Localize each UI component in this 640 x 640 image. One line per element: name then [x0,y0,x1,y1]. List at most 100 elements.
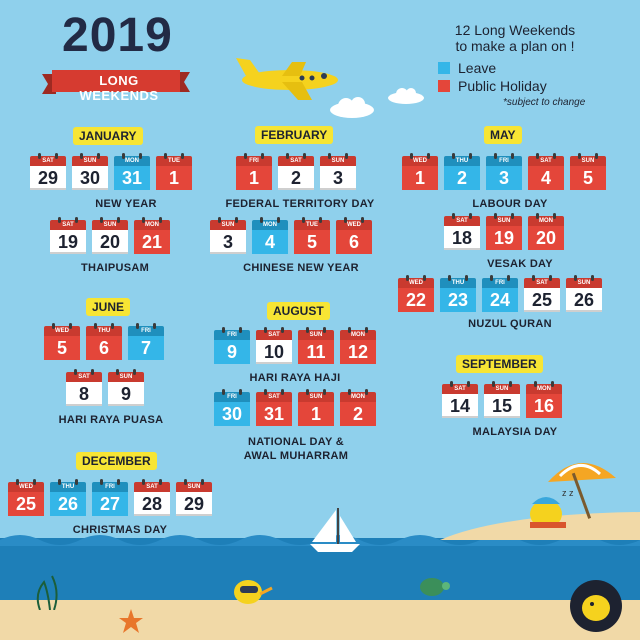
calendar-group-labour: WED 1 THU 2 FRI 3 SAT 4 SUN 5 [402,153,612,192]
calendar-group-national-day: FRI 30 SAT 31 SUN 1 MON 2 [214,389,382,428]
calendar-weekday: SUN [320,156,356,166]
calendar-weekday: SUN [176,482,212,492]
calendar-ring [97,153,100,159]
calendar-date: 30 [72,166,108,190]
calendar-day: THU 6 [86,323,122,360]
calendar-day: SUN 1 [298,389,334,426]
calendar-group-hari-raya-haji: FRI 9 SAT 10 SUN 11 MON 12 [214,327,382,366]
info-box: 12 Long Weekends to make a plan on ! [410,22,620,54]
calendar-weekday: SUN [210,220,246,230]
calendar-day: FRI 1 [236,153,272,190]
calendar-weekday: FRI [486,156,522,166]
info-line-2: to make a plan on ! [455,38,575,54]
calendar-day: SAT 2 [278,153,314,190]
calendar-ring [365,327,368,333]
calendar-date: 24 [482,288,518,312]
sand [0,600,640,640]
calendar-ring [239,327,242,333]
calendar-ring [303,153,306,159]
airplane-icon [236,58,338,100]
note: *subject to change [503,97,586,108]
calendar-ring [222,389,225,395]
holiday-thaipusam: THAIPUSAM [80,262,150,274]
calendar-ring [536,153,539,159]
calendar-weekday: THU [444,156,480,166]
calendar-weekday: SUN [484,384,520,394]
month-december: DECEMBER [76,452,157,470]
holiday-awal-muharram: AWAL MUHARRAM [243,450,349,462]
calendar-date: 9 [108,382,144,406]
calendar-day: FRI 24 [482,275,518,312]
calendar-group-christmas: WED 25 THU 26 FRI 27 SAT 28 SUN 29 [8,479,218,518]
ribbon-banner [42,70,190,94]
calendar-ring [492,381,495,387]
calendar-ring [281,327,284,333]
calendar-day: WED 22 [398,275,434,312]
holiday-new-year: NEW YEAR [95,198,157,210]
calendar-weekday: SUN [92,220,128,230]
calendar-ring [469,153,472,159]
calendar-ring [52,323,55,329]
calendar-ring [348,389,351,395]
month-september: SEPTEMBER [456,355,543,373]
calendar-ring [345,153,348,159]
calendar-weekday: SAT [528,156,564,166]
calendar-weekday: WED [44,326,80,336]
calendar-ring [74,369,77,375]
calendar-weekday: FRI [482,278,518,288]
calendar-date: 4 [252,230,288,254]
page-title: 2019 [62,9,173,62]
calendar-ring [490,275,493,281]
calendar-weekday: WED [398,278,434,288]
calendar-ring [532,275,535,281]
calendar-ring [365,389,368,395]
calendar-day: WED 6 [336,217,372,254]
calendar-ring [448,275,451,281]
calendar-ring [536,213,539,219]
calendar-ring [361,217,364,223]
calendar-weekday: MON [252,220,288,230]
calendar-date: 1 [236,166,272,190]
calendar-ring [511,153,514,159]
calendar-day: MON 31 [114,153,150,190]
calendar-day: SAT 18 [444,213,480,250]
calendar-ring [181,153,184,159]
legend-public-label: Public Holiday [458,78,547,94]
calendar-ring [509,381,512,387]
calendar-ring [38,153,41,159]
calendar-day: FRI 7 [128,323,164,360]
calendar-day: MON 2 [340,389,376,426]
calendar-ring [427,153,430,159]
calendar-day: SUN 15 [484,381,520,418]
calendar-day: FRI 27 [92,479,128,516]
calendar-day: FRI 3 [486,153,522,190]
calendar-day: SAT 10 [256,327,292,364]
calendar-date: 30 [214,402,250,426]
calendar-weekday: WED [8,482,44,492]
calendar-date: 20 [92,230,128,254]
calendar-date: 20 [528,226,564,250]
calendar-ring [264,389,267,395]
calendar-weekday: SAT [50,220,86,230]
calendar-weekday: SUN [298,330,334,340]
calendar-ring [142,217,145,223]
turtle-icon [420,578,450,596]
calendar-ring [133,369,136,375]
calendar-ring [33,479,36,485]
calendar-ring [80,153,83,159]
calendar-day: SUN 3 [320,153,356,190]
calendar-ring [100,479,103,485]
calendar-ring [306,389,309,395]
calendar-ring [348,327,351,333]
calendar-group-new-year: SAT 29 SUN 30 MON 31 TUE 1 [30,153,198,192]
calendar-ring [111,323,114,329]
calendar-ring [469,213,472,219]
calendar-weekday: SAT [30,156,66,166]
calendar-group-cny: SUN 3 MON 4 TUE 5 WED 6 [210,217,378,256]
calendar-weekday: SAT [134,482,170,492]
calendar-day: SUN 26 [566,275,602,312]
calendar-ring [406,275,409,281]
calendar-date: 2 [444,166,480,190]
calendar-weekday: MON [526,384,562,394]
calendar-weekday: WED [402,156,438,166]
